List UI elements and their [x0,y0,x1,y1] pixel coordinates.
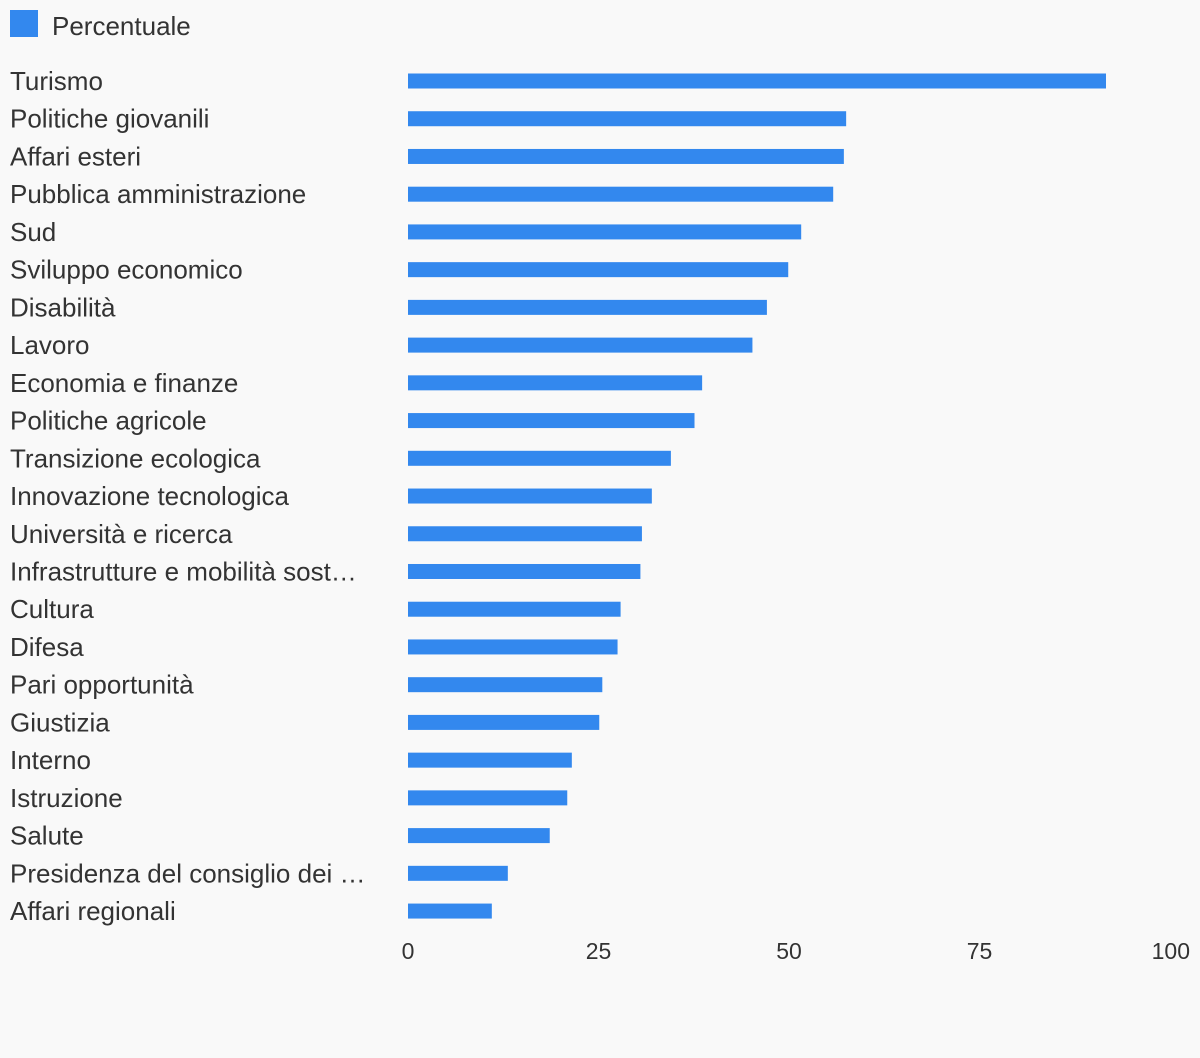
legend: Percentuale [10,10,191,41]
category-label: Transizione ecologica [10,443,261,473]
category-label: Politiche agricole [10,406,207,436]
bar [408,450,671,466]
category-label: Economia e finanze [10,368,238,398]
x-tick-label: 100 [1152,938,1190,964]
bar [408,790,568,806]
bar [408,111,847,127]
bar [408,903,492,919]
bar [408,73,1106,89]
x-tick-label: 50 [776,938,802,964]
category-label: Istruzione [10,783,123,813]
bar [408,337,753,353]
category-label: Presidenza del consiglio dei … [10,858,366,888]
category-label: Difesa [10,632,84,662]
category-label: Salute [10,821,84,851]
bar [408,828,550,844]
bar [408,601,621,617]
category-label: Pari opportunità [10,670,194,700]
bar [408,413,695,429]
category-label: Sud [10,217,56,247]
category-label: Disabilità [10,292,116,322]
category-label: Cultura [10,594,94,624]
x-axis-ticks: 0 25 50 75 100 [402,938,1190,964]
category-label: Università e ricerca [10,519,233,549]
bar [408,224,802,240]
bar [408,148,844,164]
bar [408,563,641,579]
bar [408,375,703,391]
category-label: Politiche giovanili [10,104,209,134]
category-label: Affari regionali [10,896,176,926]
bar [408,299,767,315]
category-label: Interno [10,745,91,775]
category-label: Infrastrutture e mobilità sost… [10,556,357,586]
bar [408,526,642,542]
category-label: Innovazione tecnologica [10,481,290,511]
category-label: Giustizia [10,707,110,737]
x-tick-label: 25 [586,938,612,964]
category-labels: Turismo Politiche giovanili Affari esteri P… [10,66,366,926]
bar [408,865,508,881]
x-tick-label: 0 [402,938,415,964]
bar [408,262,789,278]
bar [408,639,618,655]
bar [408,752,572,768]
bar [408,488,652,504]
bars [408,73,1106,919]
legend-label: Percentuale [52,11,191,41]
x-tick-label: 75 [967,938,993,964]
category-label: Turismo [10,66,103,96]
legend-swatch [10,10,38,37]
category-label: Sviluppo economico [10,255,243,285]
category-label: Lavoro [10,330,90,360]
category-label: Pubblica amministrazione [10,179,306,209]
bar [408,714,600,730]
bar [408,677,603,693]
bar [408,186,834,202]
category-label: Affari esteri [10,141,141,171]
